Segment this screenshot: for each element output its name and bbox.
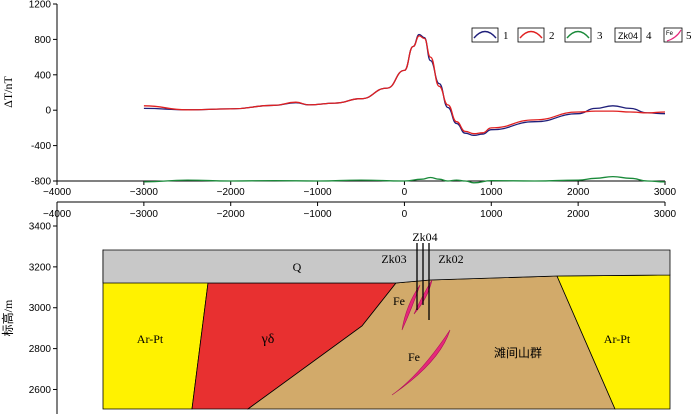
ore-body-lower: [391, 329, 451, 396]
label-zk04: Zk04: [412, 230, 437, 244]
ore-body-upper-1: [401, 284, 421, 331]
x-tick-label: −1000: [304, 187, 333, 198]
legend-item-3: 3: [564, 27, 603, 43]
legend-label-5: 5: [686, 30, 692, 42]
legend-drillhole-sample: Zk04: [618, 31, 638, 41]
legend: 1 2 3 Zk04 4 Fe 5: [471, 27, 692, 43]
series-layer: [143, 33, 666, 184]
legend-line-1: [473, 30, 497, 39]
legend-item-5: Fe 5: [663, 27, 692, 43]
legend-swatch-1: [471, 27, 499, 43]
y-tick-label: -800: [31, 177, 51, 188]
unit-quaternary: [102, 249, 671, 284]
legend-ore-body-icon: [666, 29, 682, 42]
section-y-axis-label: 标高/m: [0, 299, 15, 336]
legend-line-3: [566, 30, 590, 39]
section-y-ticks: 2600 2800 3000 3200 3400: [29, 222, 57, 396]
x-tick-label: 3000: [654, 187, 677, 198]
section-x-tick-label: 1000: [480, 209, 503, 220]
x-tick-label: 1000: [480, 187, 503, 198]
label-granodiorite: γδ: [261, 332, 275, 347]
legend-label-1: 1: [503, 30, 509, 42]
y-tick-label: 0: [45, 106, 51, 117]
y-tick-label: 400: [34, 70, 51, 81]
y-tick-label: 800: [34, 35, 51, 46]
section-y-tick-label: 2600: [29, 385, 52, 396]
section-y-tick-label: 3000: [29, 303, 52, 314]
x-ticks: −4000 −3000 −2000 −1000 0 1000 2000 3000: [43, 181, 677, 198]
section-x-tick-label: 3000: [654, 209, 677, 220]
label-fe-upper: Fe: [393, 294, 405, 308]
legend-ore-sample: Fe: [666, 31, 674, 37]
legend-item-4: Zk04 4: [614, 27, 652, 43]
magnetic-profile-chart: -800 -400 0 400 800 1200 −4000 −3000 −2000 −1000…: [1, 0, 692, 198]
x-tick-label: −4000: [43, 187, 72, 198]
section-x-ticks: −4000 −3000 −2000 −1000 0 1000 2000 3000: [43, 202, 677, 220]
y-axis-label: ΔT/nT: [1, 75, 15, 107]
x-tick-label: 0: [402, 187, 408, 198]
series-3-line: [143, 175, 666, 184]
legend-swatch-4: [614, 27, 642, 43]
label-ar-pt-right: Ar-Pt: [604, 332, 631, 346]
label-ar-pt-left: Ar-Pt: [137, 332, 164, 346]
label-tanjianshan-group: 滩间山群: [494, 346, 542, 360]
label-zk03: Zk03: [381, 252, 406, 266]
legend-label-2: 2: [549, 30, 555, 42]
legend-line-2: [519, 30, 543, 39]
series-1-line: [143, 33, 666, 137]
y-tick-label: -400: [31, 141, 51, 152]
legend-swatch-2: [517, 27, 545, 43]
y-tick-label: 1200: [29, 0, 52, 11]
section-x-tick-label: 0: [402, 209, 408, 220]
section-x-tick-label: −4000: [43, 209, 72, 220]
label-fe-lower: Fe: [408, 350, 420, 364]
x-tick-label: 2000: [567, 187, 590, 198]
x-tick-label: −3000: [130, 187, 159, 198]
section-y-tick-label: 3400: [29, 222, 52, 233]
legend-swatch-3: [564, 27, 592, 43]
series-2-line: [143, 35, 666, 135]
section-y-tick-label: 2800: [29, 344, 52, 355]
legend-label-4: 4: [646, 30, 652, 42]
section-y-tick-label: 3200: [29, 262, 52, 273]
section-x-tick-label: 2000: [567, 209, 590, 220]
y-ticks: -800 -400 0 400 800 1200: [29, 0, 57, 188]
section-x-tick-label: −2000: [217, 209, 246, 220]
legend-item-1: 1: [471, 27, 509, 43]
section-x-tick-label: −1000: [304, 209, 333, 220]
legend-swatch-5: [663, 27, 683, 43]
label-zk02: Zk02: [438, 252, 463, 266]
legend-item-2: 2: [517, 27, 555, 43]
label-quaternary: Q: [293, 260, 302, 274]
geological-section: −4000 −3000 −2000 −1000 0 1000 2000 3000 2600 28…: [0, 201, 677, 414]
legend-label-3: 3: [597, 30, 603, 42]
section-x-tick-label: −3000: [130, 209, 159, 220]
x-tick-label: −2000: [217, 187, 246, 198]
